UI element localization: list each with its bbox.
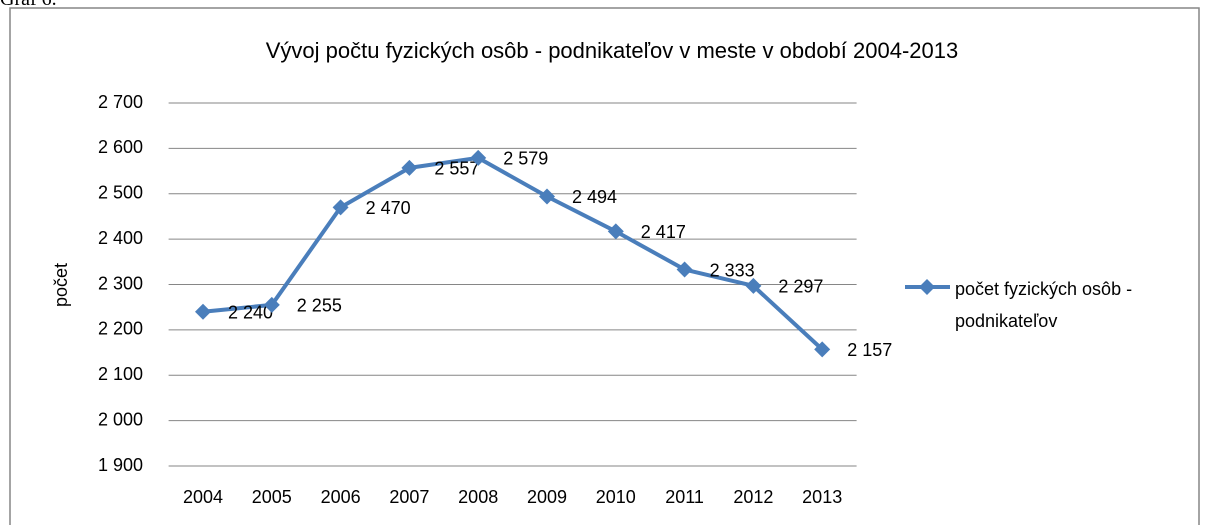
y-tick-label: 2 000 (98, 409, 143, 429)
y-tick-label: 2 500 (98, 183, 143, 203)
y-tick-label: 2 700 (98, 92, 143, 112)
chart-frame (9, 7, 1200, 530)
marker (676, 261, 693, 278)
data-label: 2 557 (434, 159, 479, 179)
y-tick-label: 2 100 (98, 364, 143, 384)
x-tick-label: 2004 (183, 487, 223, 507)
data-label: 2 417 (641, 222, 686, 242)
data-label: 2 255 (297, 296, 342, 316)
chart-title: Vývoj počtu fyzických osôb - podnikateľo… (266, 38, 958, 63)
caption: Graf 6. (0, 0, 57, 11)
series-line (202, 155, 824, 351)
data-label: 2 297 (778, 277, 823, 297)
marker (470, 149, 487, 166)
marker (332, 199, 349, 216)
x-tick-label: 2009 (527, 487, 567, 507)
x-tick-label: 2011 (665, 487, 704, 507)
marker (607, 223, 624, 240)
x-tick-label: 2005 (252, 487, 292, 507)
marker (814, 341, 831, 358)
legend-marker (919, 279, 935, 295)
data-label: 2 470 (366, 198, 411, 218)
data-label: 2 579 (503, 149, 548, 169)
x-tick-label: 2006 (321, 487, 361, 507)
marker (195, 303, 211, 320)
y-tick-label: 1 900 (98, 455, 143, 475)
x-tick-label: 2008 (458, 487, 498, 507)
y-tick-label: 2 300 (98, 273, 143, 293)
data-label: 2 240 (228, 302, 273, 322)
y-tick-label: 2 200 (98, 319, 143, 339)
data-label: 2 333 (710, 260, 755, 280)
x-tick-label: 2007 (389, 487, 429, 507)
x-tick-label: 2010 (596, 487, 636, 507)
y-axis-label: počet (51, 263, 71, 307)
data-label: 2 494 (572, 187, 617, 207)
marker (263, 296, 280, 313)
y-tick-label: 2 400 (98, 228, 143, 248)
x-tick-label: 2012 (733, 487, 773, 507)
y-tick-label: 2 600 (98, 137, 143, 157)
x-tick-label: 2013 (802, 487, 842, 507)
legend-label: počet fyzických osôb - podnikateľov (955, 279, 1133, 331)
marker (745, 277, 762, 294)
data-label: 2 157 (847, 340, 892, 360)
marker (539, 188, 555, 205)
marker (401, 159, 418, 176)
